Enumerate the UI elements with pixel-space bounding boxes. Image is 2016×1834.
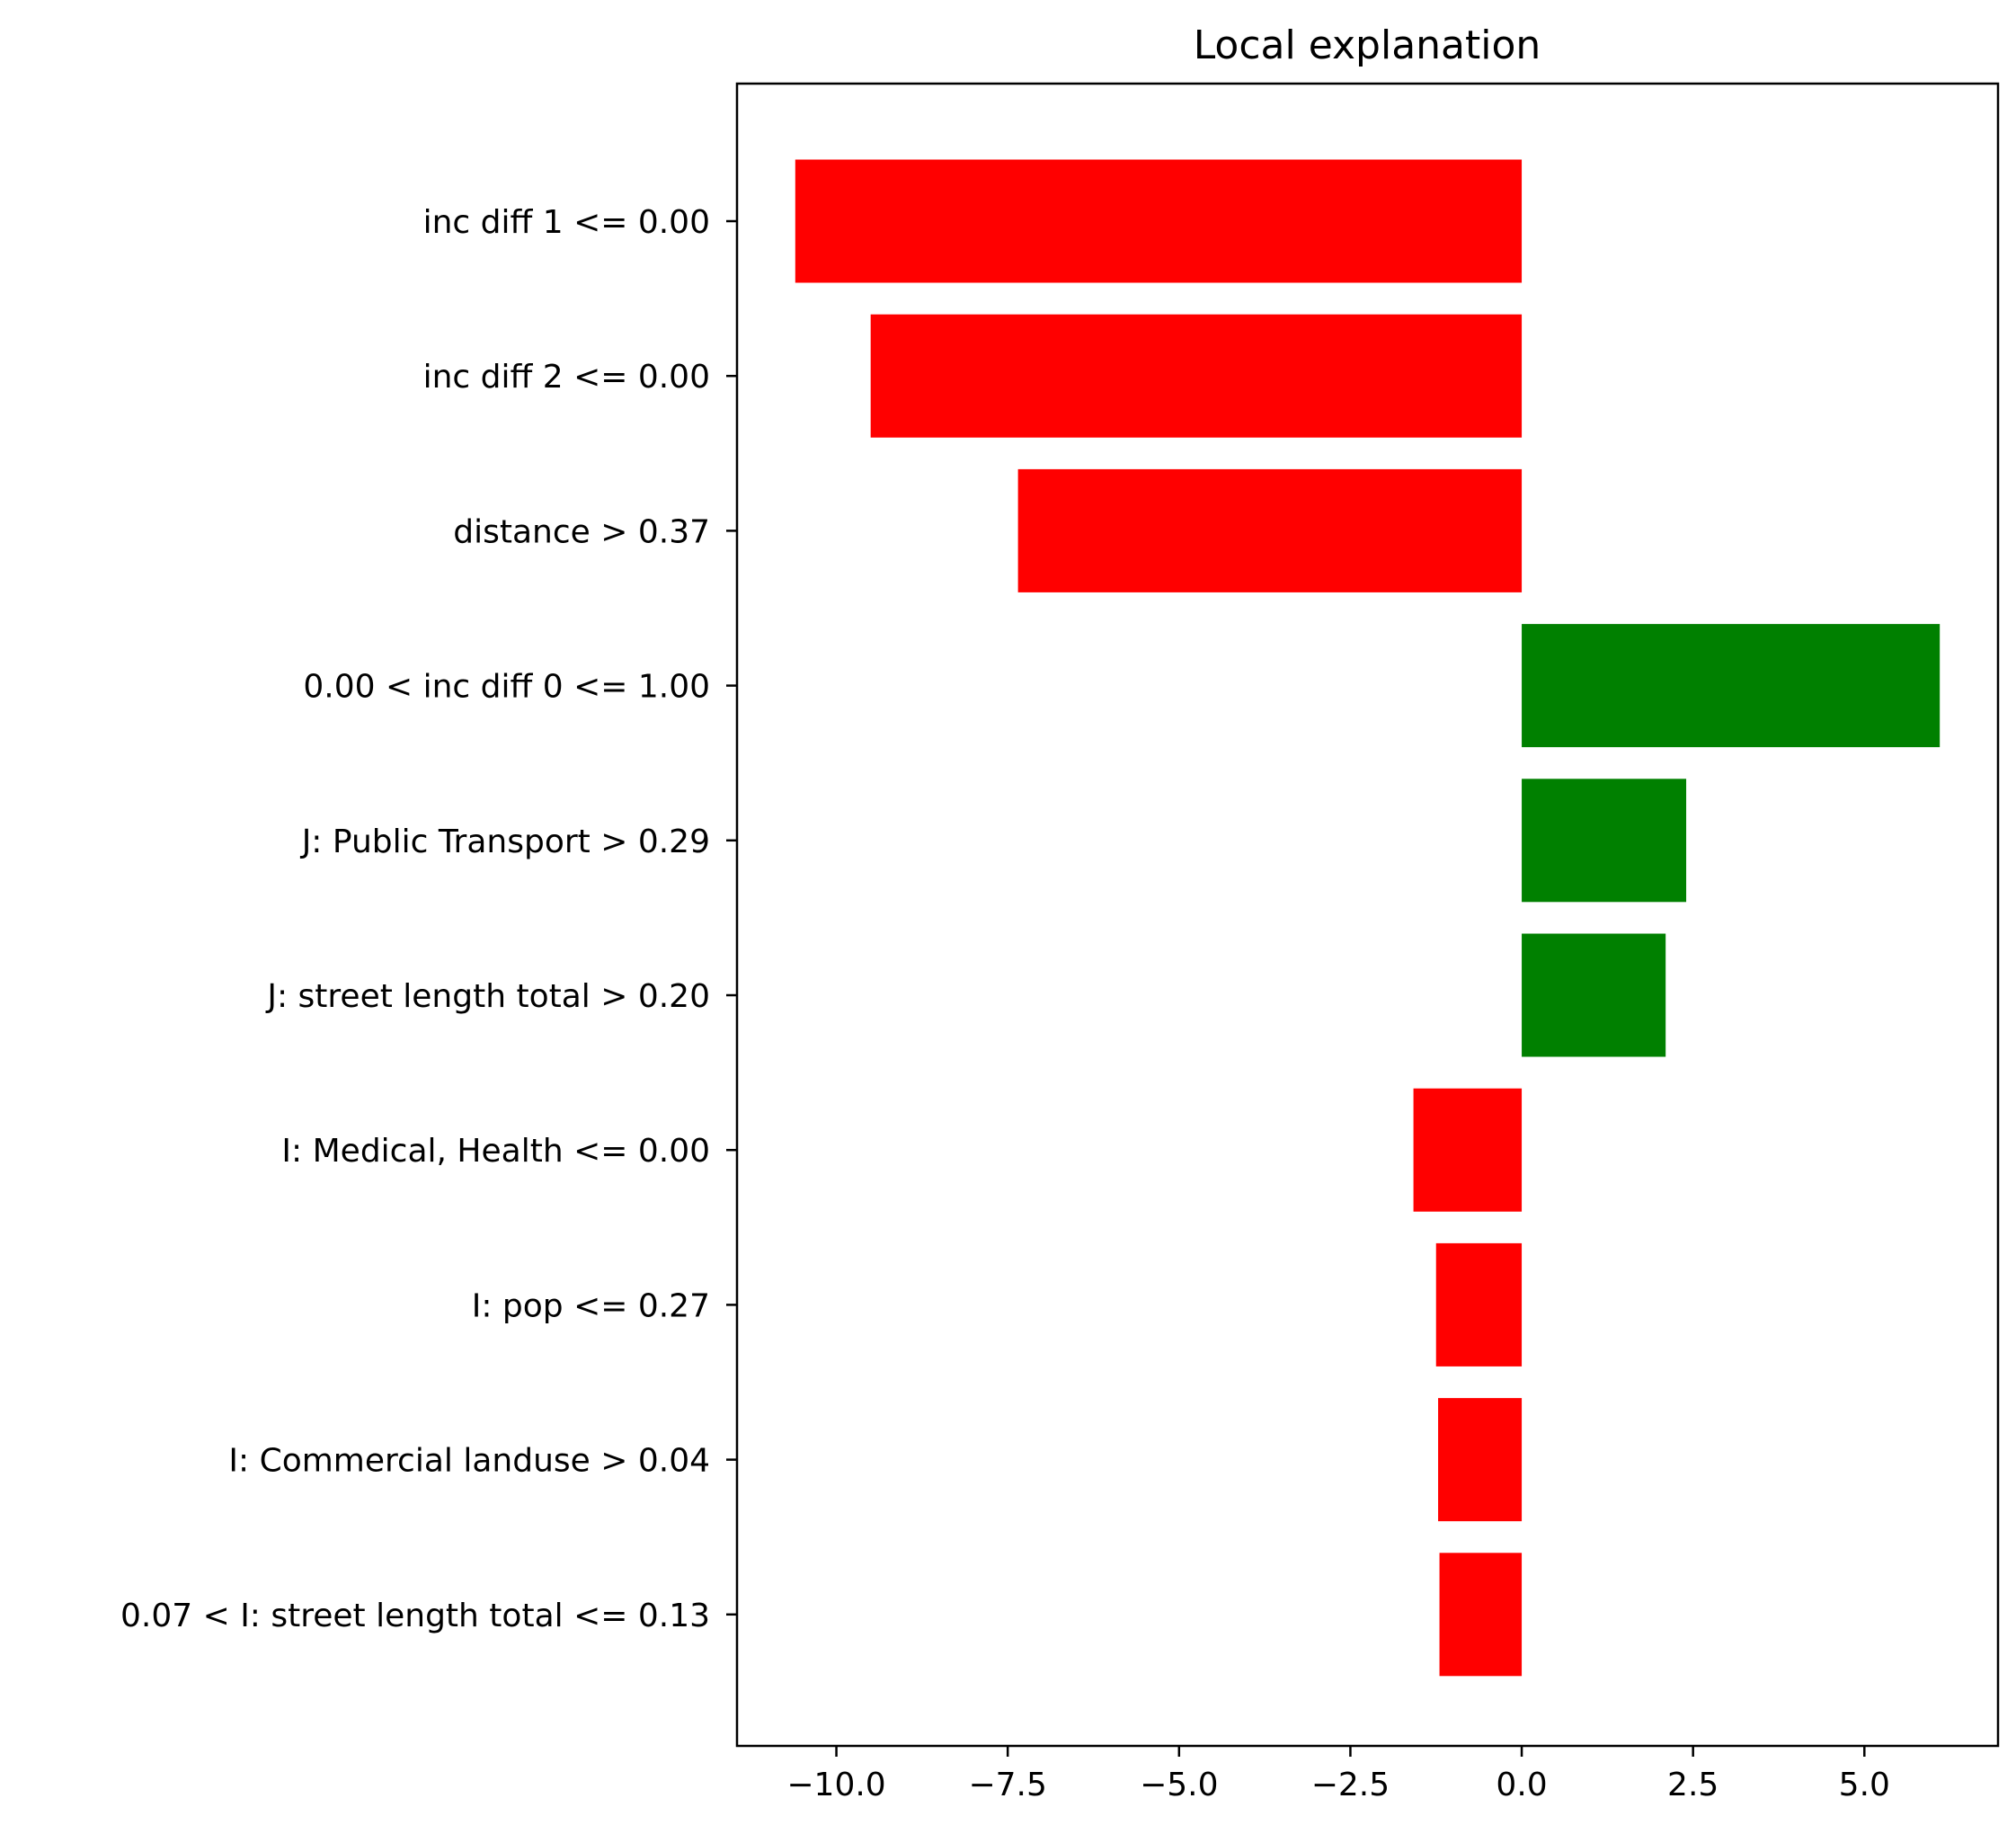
bar [795,159,1523,283]
bars-layer [795,159,1941,1677]
x-tick-label: −5.0 [1140,1767,1218,1803]
y-axis: inc diff 1 <= 0.00 inc diff 2 <= 0.00 dist… [120,204,737,1634]
x-tick-label: −7.5 [968,1767,1046,1803]
bar [1413,1088,1523,1212]
x-tick-label: −2.5 [1311,1767,1390,1803]
y-tick-label: I: Medical, Health <= 0.00 [281,1133,710,1170]
chart-title: Local explanation [1194,22,1541,68]
y-tick-label: distance > 0.37 [453,513,710,550]
y-tick-label: inc diff 2 <= 0.00 [423,359,710,396]
x-tick-label: 5.0 [1839,1767,1890,1803]
y-tick-label: 0.07 < I: street length total <= 0.13 [120,1598,710,1634]
x-tick-label: 0.0 [1496,1767,1547,1803]
bar [870,314,1523,438]
y-tick-label: 0.00 < inc diff 0 <= 1.00 [303,669,710,706]
bar [1522,779,1687,903]
y-tick-label: I: pop <= 0.27 [472,1287,710,1324]
x-tick-label: 2.5 [1667,1767,1718,1803]
y-tick-label: J: street length total > 0.20 [265,978,710,1015]
x-axis: −10.0 −7.5 −5.0 −2.5 0.0 2.5 5.0 [786,1746,1890,1803]
bar [1522,624,1941,748]
bar [1522,933,1666,1057]
plot-area-frame [735,82,2000,1748]
x-tick-label: −10.0 [786,1767,885,1803]
bar [1439,1553,1523,1677]
bar [1017,468,1523,592]
y-tick-label: J: Public Transport > 0.29 [300,824,710,860]
bar [1435,1242,1523,1367]
y-tick-label: inc diff 1 <= 0.00 [423,204,710,241]
bar [1438,1398,1523,1522]
y-tick-label: I: Commercial landuse > 0.04 [228,1443,710,1480]
